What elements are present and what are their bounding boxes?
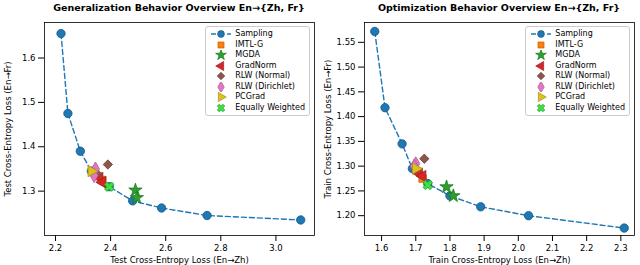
html-text:MGDA: MGDA	[235, 50, 260, 59]
svg-text:Test Cross-Entropy Loss (En→Zh: Test Cross-Entropy Loss (En→Zh)	[109, 255, 249, 265]
html-text:Optimization Behavior Overview: Optimization Behavior Overview En→{Zh, F…	[377, 2, 621, 13]
svg-text:Train Cross-Entropy Loss (En→Z: Train Cross-Entropy Loss (En→Zh)	[427, 255, 570, 265]
html-text:PCGrad: PCGrad	[235, 92, 266, 101]
svg-text:2.3: 2.3	[614, 243, 628, 253]
html-text:RLW (Normal): RLW (Normal)	[235, 71, 291, 80]
html-text:GradNorm: GradNorm	[235, 60, 277, 70]
svg-text:1.20: 1.20	[337, 210, 356, 220]
svg-text:1.5: 1.5	[22, 97, 36, 107]
svg-text:1.9: 1.9	[477, 243, 491, 253]
svg-text:2.2: 2.2	[580, 243, 594, 253]
html-text:RLW (Dirichlet): RLW (Dirichlet)	[235, 81, 295, 91]
html-text:PCGrad: PCGrad	[555, 92, 586, 101]
html-text:IMTL-G: IMTL-G	[555, 39, 584, 49]
svg-text:1.40: 1.40	[337, 111, 356, 121]
svg-text:Train Cross-Entropy Loss (En→F: Train Cross-Entropy Loss (En→Fr)	[323, 60, 333, 200]
svg-text:2.4: 2.4	[104, 243, 118, 253]
html-text:GradNorm: GradNorm	[555, 60, 597, 70]
svg-text:2.1: 2.1	[546, 243, 560, 253]
html-text:Generalization Behavior Overvi: Generalization Behavior Overview En→{Zh,…	[53, 2, 305, 13]
html-text:IMTL-G: IMTL-G	[235, 39, 264, 49]
svg-text:2.6: 2.6	[159, 243, 173, 253]
html-text:Equally Weighted: Equally Weighted	[555, 102, 625, 112]
svg-text:1.35: 1.35	[337, 136, 356, 146]
html-text:RLW (Dirichlet): RLW (Dirichlet)	[555, 81, 615, 91]
svg-text:2.0: 2.0	[512, 243, 526, 253]
svg-text:1.25: 1.25	[337, 186, 356, 196]
svg-text:3.0: 3.0	[269, 243, 283, 253]
svg-text:1.30: 1.30	[337, 161, 356, 171]
svg-text:2.8: 2.8	[214, 243, 228, 253]
html-text:Equally Weighted: Equally Weighted	[235, 102, 305, 112]
svg-text:2.2: 2.2	[49, 243, 63, 253]
svg-text:1.50: 1.50	[337, 62, 356, 72]
svg-text:1.45: 1.45	[337, 87, 356, 97]
svg-text:1.4: 1.4	[22, 141, 36, 151]
html-text:Sampling: Sampling	[235, 29, 273, 38]
svg-text:1.7: 1.7	[409, 243, 423, 253]
svg-text:1.3: 1.3	[22, 186, 36, 196]
svg-text:1.55: 1.55	[337, 37, 356, 47]
html-text:RLW (Normal): RLW (Normal)	[555, 71, 611, 80]
svg-text:1.6: 1.6	[375, 243, 389, 253]
svg-text:Test Cross-Entropy Loss (En→Fr: Test Cross-Entropy Loss (En→Fr)	[3, 61, 13, 197]
svg-text:1.6: 1.6	[22, 53, 36, 63]
html-text:MGDA: MGDA	[555, 50, 580, 59]
html-text:Sampling: Sampling	[555, 29, 593, 38]
svg-text:1.8: 1.8	[443, 243, 457, 253]
